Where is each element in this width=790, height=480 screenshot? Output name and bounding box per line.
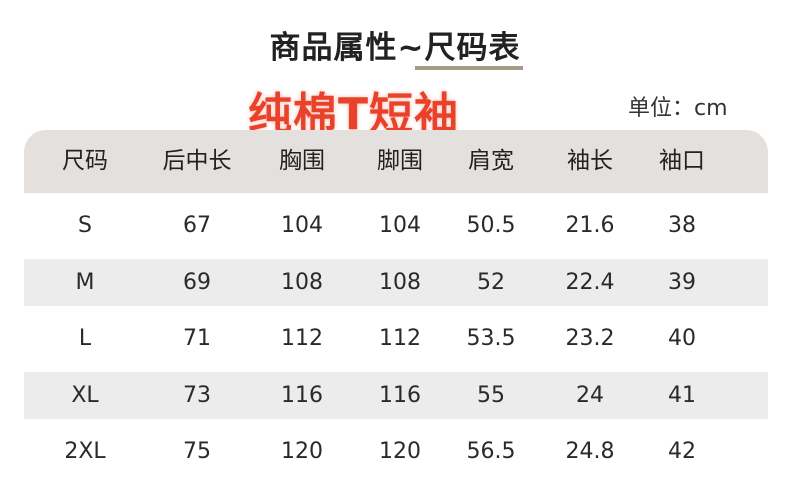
table-cell: 50.5 <box>466 213 516 238</box>
column-header: 袖长 <box>567 148 613 174</box>
table-cell: 24 <box>576 382 604 408</box>
table-cell: 120 <box>379 439 421 464</box>
table-cell: 67 <box>183 213 211 238</box>
table-cell: M <box>75 269 95 295</box>
table-row: L 71 112 112 53.5 23.2 40 <box>24 311 768 367</box>
table-cell: 2XL <box>64 439 106 464</box>
table-cell: 75 <box>183 439 211 464</box>
table-cell: 23.2 <box>565 326 615 351</box>
table-cell: 116 <box>379 382 421 408</box>
unit-label: 单位：cm <box>628 96 728 121</box>
table-cell: 108 <box>281 269 323 295</box>
table-row: S 67 104 104 50.5 21.6 38 <box>24 198 768 254</box>
table-cell: 104 <box>379 213 421 238</box>
column-header: 尺码 <box>62 148 108 174</box>
column-header: 肩宽 <box>468 148 514 174</box>
table-cell: 112 <box>281 326 323 351</box>
table-cell: 41 <box>668 382 696 408</box>
table-cell: 104 <box>281 213 323 238</box>
table-cell: 55 <box>477 382 505 408</box>
row-background <box>24 258 768 306</box>
table-cell: 42 <box>668 439 696 464</box>
table-cell: L <box>78 326 92 351</box>
table-row: XL 73 116 116 55 24 41 <box>24 368 768 424</box>
table-cell: 108 <box>379 269 421 295</box>
table-cell: S <box>78 213 92 238</box>
table-cell: 53.5 <box>466 326 516 351</box>
table-cell: 120 <box>281 439 323 464</box>
table-cell: 40 <box>668 326 696 351</box>
page-title: 商品属性~尺码表 <box>269 30 521 66</box>
table-cell: 24.8 <box>565 439 615 464</box>
table-cell: 112 <box>379 326 421 351</box>
table-header: 尺码 后中长 胸围 脚围 肩宽 袖长 袖口 <box>24 130 768 193</box>
table-cell: 22.4 <box>565 269 615 295</box>
table-row: M 69 108 108 52 22.4 39 <box>24 255 768 311</box>
table-cell: 52 <box>477 269 505 295</box>
table-cell: 116 <box>281 382 323 408</box>
column-header: 袖口 <box>659 148 705 174</box>
table-cell: 39 <box>668 269 696 295</box>
column-header: 后中长 <box>162 148 232 174</box>
table-cell: XL <box>71 382 99 408</box>
row-background <box>24 371 768 419</box>
table-cell: 56.5 <box>466 439 516 464</box>
table-cell: 38 <box>668 213 696 238</box>
table-cell: 21.6 <box>565 213 615 238</box>
table-cell: 69 <box>183 269 211 295</box>
table-cell: 71 <box>183 326 211 351</box>
column-header: 脚围 <box>377 148 423 174</box>
column-header: 胸围 <box>279 148 325 174</box>
title-underline <box>415 66 523 70</box>
table-row: 2XL 75 120 120 56.5 24.8 42 <box>24 424 768 480</box>
table-cell: 73 <box>183 382 211 408</box>
